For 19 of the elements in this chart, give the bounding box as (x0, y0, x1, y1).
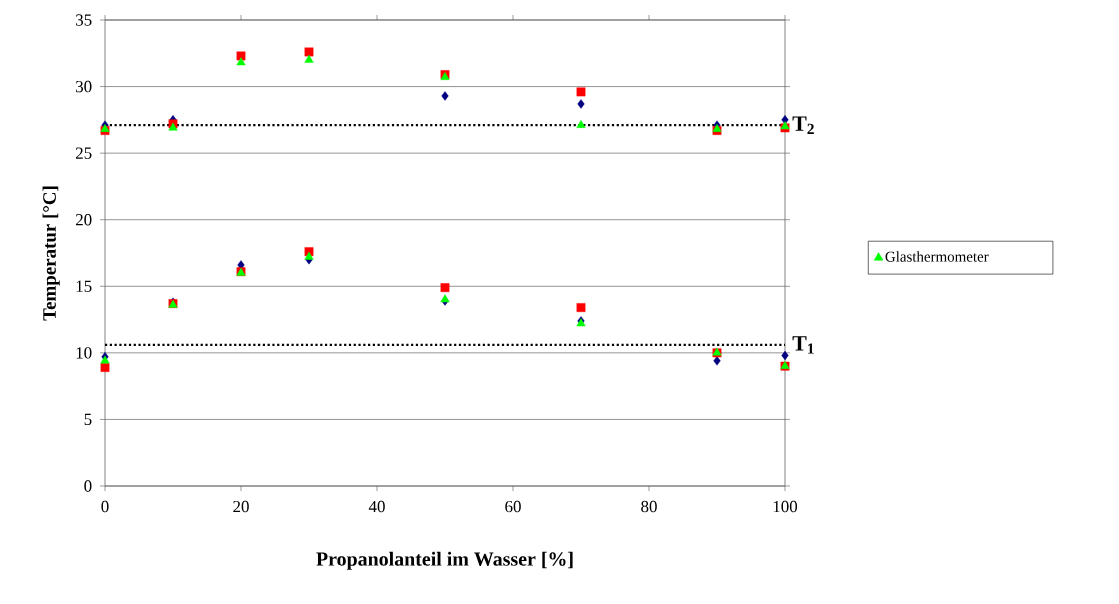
y-tick-label: 5 (84, 413, 92, 426)
y-tick-label: 0 (84, 480, 92, 492)
y-tick-label: 20 (75, 214, 92, 226)
y-tick-label: 30 (76, 80, 92, 93)
x-tick-label: 100 (773, 500, 798, 513)
ref-line-label: T$_{1}$ (792, 336, 814, 354)
x-tick-label: 60 (505, 500, 521, 513)
y-tick-label: 35 (76, 14, 92, 26)
y-axis-title: Temperatur [°C] (42, 186, 60, 321)
x-axis-title: Propanolanteil im Wasser [%] (316, 551, 573, 570)
x-tick-label: 40 (368, 500, 385, 513)
x-tick-label: 0 (101, 500, 109, 513)
ref-line-label: T$_{2}$ (792, 116, 814, 134)
y-tick-label: 25 (75, 147, 92, 159)
y-tick-label: 15 (76, 280, 92, 292)
x-tick-label: 20 (233, 500, 249, 513)
x-tick-label: 80 (641, 500, 657, 513)
y-tick-label: 10 (76, 347, 92, 359)
legend-label: Glasthermometer (885, 251, 989, 262)
